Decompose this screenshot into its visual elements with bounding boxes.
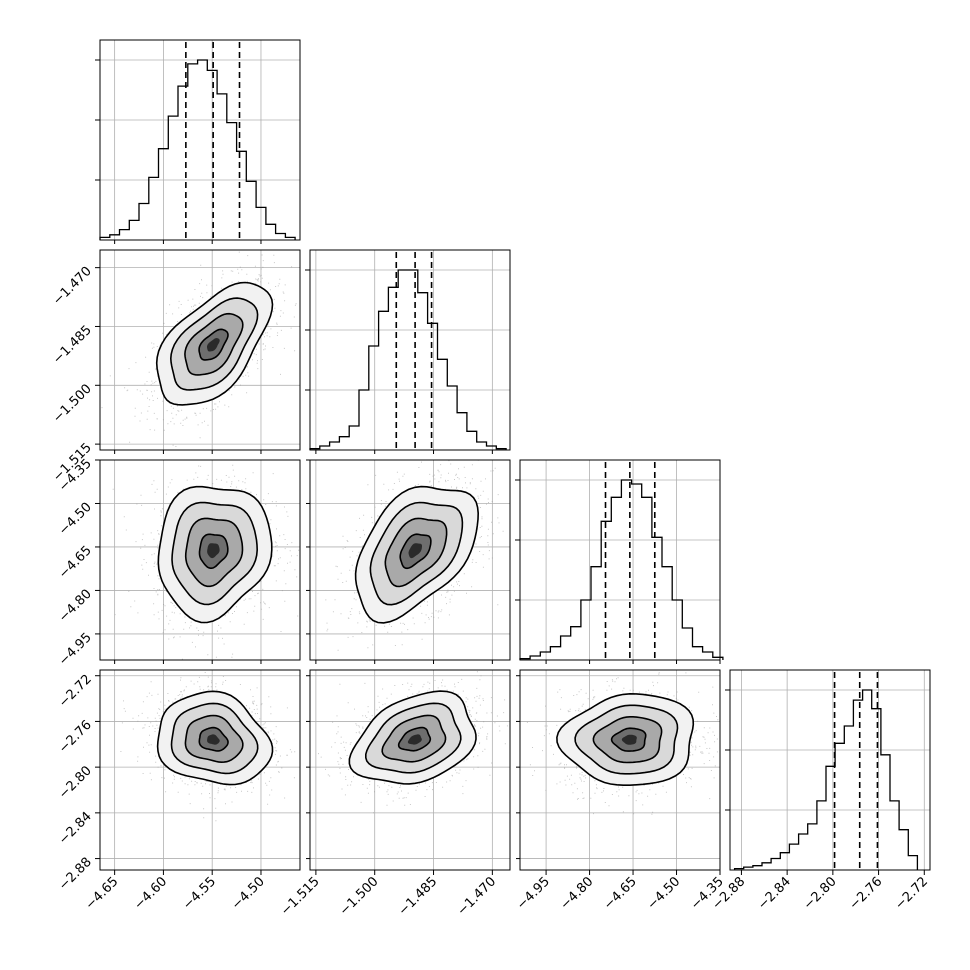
scatter-panel-2-3 [519,669,721,871]
x-tick-label: −2.84 [755,874,794,913]
contour-core [407,734,422,745]
histogram-panel-0 [95,39,301,241]
scatter-frame [99,459,301,661]
contour-line [610,727,647,752]
y-tick-label: −1.485 [50,323,95,368]
panel-content [100,670,300,870]
y-tick-label: −4.65 [56,543,95,582]
panel-content [520,670,720,870]
x-tick-label: −4.65 [83,874,122,913]
contour-line [348,690,477,785]
y-tick-label: −2.84 [56,809,95,848]
scatter-frame [99,249,301,451]
contour-line [171,501,259,606]
histogram-frame [309,249,511,451]
y-tick-label: −2.76 [56,718,95,757]
x-tick-label: −4.50 [229,874,268,913]
contour-core [207,338,220,352]
histogram-frame [519,459,721,661]
contour-line [157,485,273,624]
histogram-frame [729,669,931,871]
contour-line [169,297,259,391]
scatter-frame [519,669,721,871]
scatter-panel-1-3 [309,669,511,871]
contour-line [156,690,274,786]
x-tick-label: −4.65 [601,874,640,913]
x-tick-label: −4.50 [645,874,684,913]
scatter-panel-0-1 [99,249,301,451]
contour-line [184,312,244,376]
contour-line [397,726,432,752]
scatter-frame [99,669,301,871]
histogram-step [733,689,919,870]
x-tick-label: −4.80 [558,874,597,913]
histogram-frame [99,39,301,241]
contour-line [574,704,679,775]
y-tick-label: −2.80 [56,763,95,802]
contour-line [184,517,244,588]
y-tick-label: −2.72 [56,672,95,711]
histogram-step [309,269,507,450]
contour-core [207,543,220,559]
panel-content [310,670,510,870]
y-tick-label: −2.88 [56,855,95,894]
scatter-panel-0-2 [99,459,301,661]
x-tick-label: −4.55 [180,874,219,913]
contour-line [184,714,244,764]
x-tick-label: −4.60 [131,874,170,913]
contour-line [556,692,695,786]
contour-line [384,517,448,588]
contour-line [365,702,462,774]
x-tick-label: −4.95 [514,874,553,913]
contour-line [198,533,229,569]
y-tick-label: −1.500 [50,382,95,427]
contour-line [354,485,480,624]
histogram-step [519,479,724,660]
x-tick-label: −1.485 [396,874,441,919]
contour-line [198,328,229,361]
panel-content [310,460,510,660]
histogram-panel-2 [515,459,724,661]
contour-line [369,501,464,606]
x-tick-label: −1.470 [455,874,500,919]
x-tick-label: −2.76 [847,874,886,913]
contour-line [399,533,432,570]
contour-line [381,714,447,763]
histogram-step [99,59,296,240]
contour-line [198,726,229,752]
contour-line [170,702,259,775]
y-tick-label: −4.80 [56,587,95,626]
y-tick-label: −4.95 [56,630,95,669]
contour-core [207,734,220,745]
contour-line [155,281,274,406]
histogram-panel-1 [305,249,511,451]
scatter-frame [309,669,511,871]
contour-line [592,716,663,764]
contour-core [621,734,637,745]
panel-content [100,250,300,450]
y-tick-label: −1.470 [50,264,95,309]
scatter-panel-0-3 [99,669,301,871]
contour-core [408,543,422,559]
scatter-panel-1-2 [309,459,511,661]
panel-content [100,460,300,660]
y-tick-label: −4.50 [56,500,95,539]
x-tick-label: −1.515 [278,874,323,919]
x-tick-label: −1.500 [337,874,382,919]
x-tick-label: −2.80 [801,874,840,913]
scatter-frame [309,459,511,661]
x-tick-label: −2.72 [892,874,931,913]
histogram-panel-3 [725,669,931,871]
